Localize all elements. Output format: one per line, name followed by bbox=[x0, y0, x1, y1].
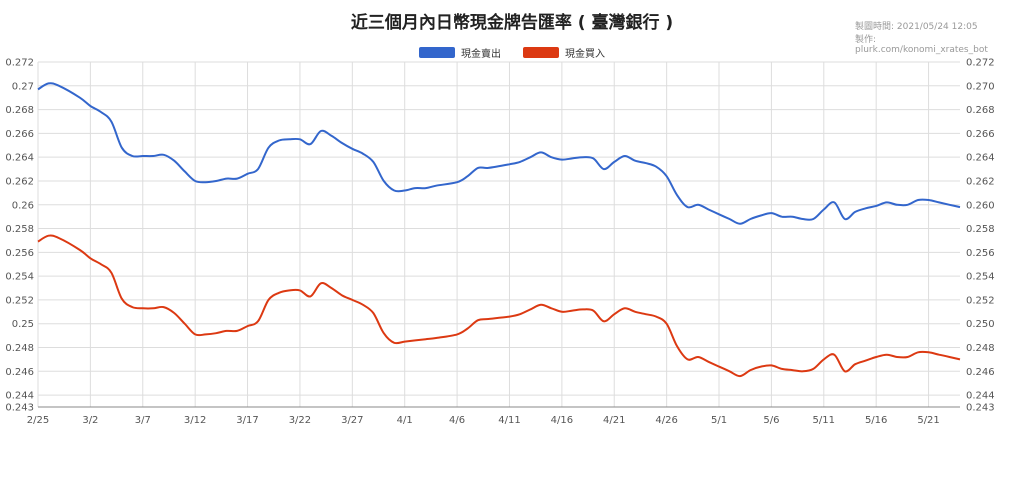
y-tick-label-left: 0.246 bbox=[5, 367, 34, 378]
x-tick-label: 5/1 bbox=[711, 415, 727, 426]
y-tick-label-left: 0.254 bbox=[5, 272, 34, 283]
y-tick-label-left: 0.244 bbox=[5, 391, 34, 402]
x-tick-label: 4/1 bbox=[397, 415, 413, 426]
y-tick-label-left: 0.256 bbox=[5, 248, 34, 259]
legend-swatch-buy bbox=[523, 47, 559, 58]
x-tick-label: 3/27 bbox=[341, 415, 363, 426]
x-tick-label: 4/16 bbox=[551, 415, 573, 426]
y-tick-label-left: 0.262 bbox=[5, 176, 34, 187]
y-tick-label-left: 0.272 bbox=[5, 58, 34, 69]
x-tick-label: 3/7 bbox=[135, 415, 151, 426]
creator-credit: 製作: plurk.com/konomi_xrates_bot bbox=[855, 35, 988, 55]
y-tick-label-right: 0.264 bbox=[966, 153, 995, 164]
y-tick-label-left: 0.252 bbox=[5, 295, 34, 306]
y-tick-label-right: 0.260 bbox=[966, 200, 995, 211]
chart-title: 近三個月內日幣現金牌告匯率 ( 臺灣銀行 ) bbox=[350, 13, 674, 33]
y-tick-label-left: 0.27 bbox=[12, 81, 34, 92]
x-tick-label: 2/25 bbox=[27, 415, 49, 426]
series-line-buy bbox=[37, 234, 961, 378]
x-tick-label: 4/21 bbox=[603, 415, 625, 426]
legend-swatch-sell bbox=[419, 47, 455, 58]
y-tick-label-left: 0.268 bbox=[5, 105, 34, 116]
y-tick-label-right: 0.248 bbox=[966, 343, 995, 354]
y-tick-label-right: 0.243 bbox=[966, 403, 995, 414]
y-tick-label-left: 0.266 bbox=[5, 129, 34, 140]
x-tick-label: 4/11 bbox=[498, 415, 520, 426]
x-tick-label: 5/11 bbox=[813, 415, 835, 426]
y-tick-label-right: 0.258 bbox=[966, 224, 995, 235]
y-tick-label-left: 0.258 bbox=[5, 224, 34, 235]
y-tick-label-right: 0.268 bbox=[966, 105, 995, 116]
y-tick-label-left: 0.264 bbox=[5, 153, 34, 164]
x-tick-label: 4/6 bbox=[449, 415, 465, 426]
series-line-sell bbox=[37, 82, 961, 225]
x-tick-label: 3/2 bbox=[82, 415, 98, 426]
y-tick-label-left: 0.248 bbox=[5, 343, 34, 354]
y-tick-label-right: 0.272 bbox=[966, 58, 995, 69]
legend: 現金賣出 現金買入 bbox=[0, 45, 1024, 60]
legend-label-buy: 現金買入 bbox=[565, 49, 605, 60]
x-tick-label: 4/26 bbox=[655, 415, 677, 426]
y-tick-label-left: 0.25 bbox=[12, 319, 34, 330]
legend-label-sell: 現金賣出 bbox=[461, 49, 501, 60]
x-tick-label: 5/21 bbox=[917, 415, 939, 426]
y-tick-label-right: 0.244 bbox=[966, 391, 995, 402]
x-tick-label: 3/12 bbox=[184, 415, 206, 426]
y-tick-label-right: 0.252 bbox=[966, 295, 995, 306]
y-tick-label-left: 0.26 bbox=[12, 200, 34, 211]
y-tick-label-right: 0.254 bbox=[966, 272, 995, 283]
x-tick-label: 3/22 bbox=[289, 415, 311, 426]
legend-item-sell[interactable]: 現金賣出 bbox=[419, 45, 501, 60]
y-tick-label-right: 0.246 bbox=[966, 367, 995, 378]
y-tick-label-right: 0.256 bbox=[966, 248, 995, 259]
generated-time: 製圖時間: 2021/05/24 12:05 bbox=[855, 22, 978, 32]
x-tick-label: 5/6 bbox=[763, 415, 779, 426]
y-tick-label-left: 0.243 bbox=[5, 403, 34, 414]
x-tick-label: 3/17 bbox=[236, 415, 258, 426]
y-tick-label-right: 0.250 bbox=[966, 319, 995, 330]
x-tick-label: 5/16 bbox=[865, 415, 887, 426]
y-tick-label-right: 0.266 bbox=[966, 129, 995, 140]
legend-item-buy[interactable]: 現金買入 bbox=[523, 45, 605, 60]
y-tick-label-right: 0.262 bbox=[966, 176, 995, 187]
y-tick-label-right: 0.270 bbox=[966, 81, 995, 92]
